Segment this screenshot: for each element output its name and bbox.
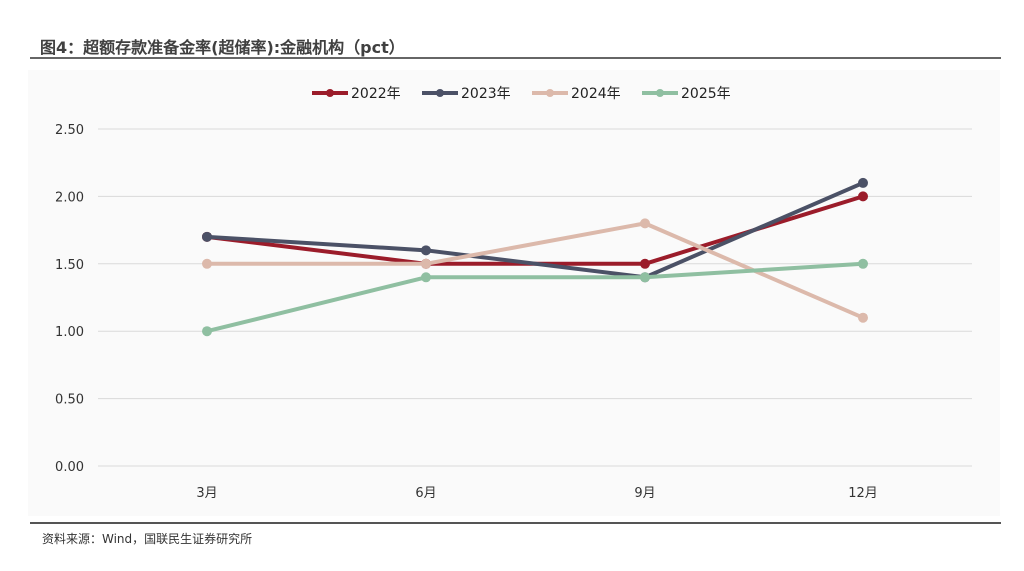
legend-marker — [326, 89, 334, 97]
legend-label: 2023年 — [461, 86, 511, 102]
source-note: 资料来源：Wind，国联民生证券研究所 — [42, 532, 253, 546]
data-point — [421, 245, 431, 256]
title-rule — [30, 57, 1001, 59]
legend-label: 2022年 — [351, 86, 401, 102]
plot-background — [28, 70, 1000, 516]
legend-label: 2024年 — [571, 86, 621, 102]
x-tick-label: 3月 — [196, 486, 217, 501]
data-point — [858, 191, 868, 202]
y-tick-label: 1.50 — [55, 258, 84, 273]
data-point — [202, 326, 212, 337]
y-tick-label: 2.50 — [55, 123, 84, 138]
y-tick-label: 0.50 — [55, 393, 84, 408]
data-point — [640, 218, 650, 229]
data-point — [202, 258, 212, 269]
data-point — [858, 312, 868, 323]
data-point — [858, 258, 868, 269]
data-point — [858, 177, 868, 188]
x-tick-label: 9月 — [634, 486, 655, 501]
legend-marker — [546, 89, 554, 97]
data-point — [421, 258, 431, 269]
y-tick-label: 0.00 — [55, 460, 84, 475]
legend-marker — [656, 89, 664, 97]
data-point — [640, 258, 650, 269]
data-point — [421, 272, 431, 283]
data-point — [640, 272, 650, 283]
data-point — [202, 231, 212, 242]
series-line-2023年 — [206, 181, 864, 280]
x-tick-label: 6月 — [415, 486, 436, 501]
y-tick-label: 1.00 — [55, 325, 84, 340]
legend-label: 2025年 — [681, 86, 731, 102]
series-line-2025年 — [206, 261, 864, 334]
chart-title: 图4：超额存款准备金率(超储率):金融机构（pct） — [40, 38, 405, 57]
x-tick-label: 12月 — [848, 486, 878, 501]
legend-marker — [436, 89, 444, 97]
footer-rule — [30, 522, 1001, 524]
y-tick-label: 2.00 — [55, 190, 84, 205]
